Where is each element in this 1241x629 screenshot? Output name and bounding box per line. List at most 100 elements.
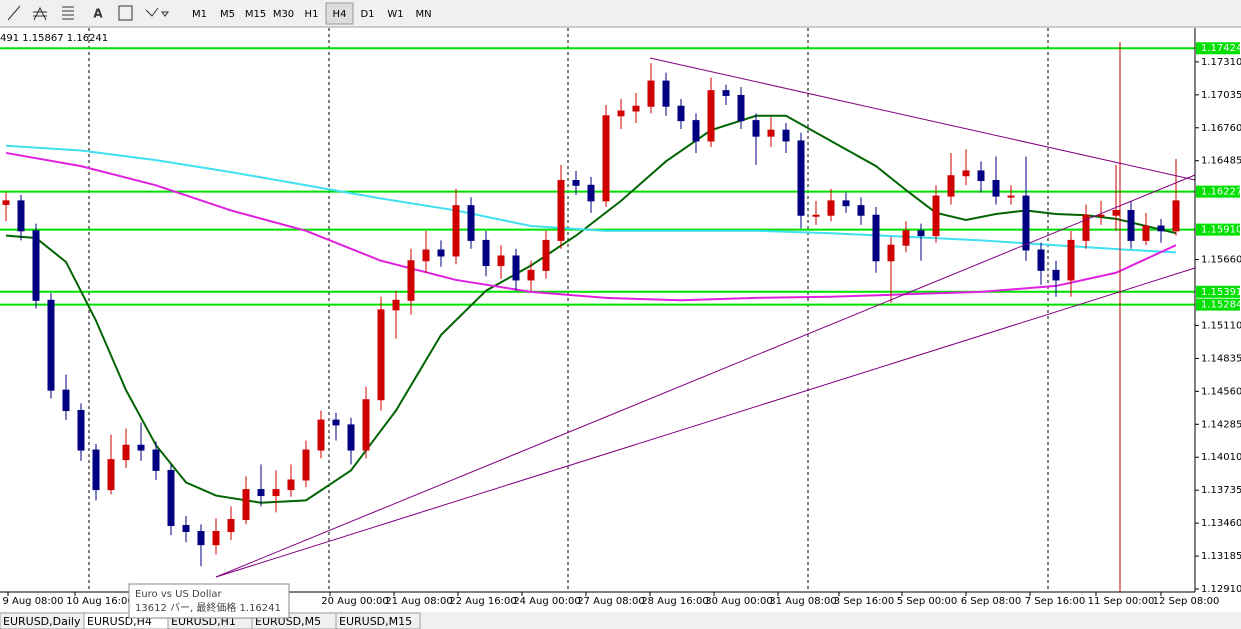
candle-body (962, 170, 970, 177)
timeframe-button[interactable]: W1 (387, 9, 403, 20)
price-label: 1.14560 (1201, 386, 1241, 397)
candle-body (782, 129, 790, 142)
candle-body (227, 519, 235, 533)
time-label: 31 Aug 08:00 (769, 596, 836, 607)
timeframe-button[interactable]: M5 (220, 9, 235, 20)
time-label: 10 Aug 16:00 (66, 596, 133, 607)
candle-body (512, 255, 520, 281)
candle-body (17, 200, 25, 232)
candle-body (617, 110, 625, 117)
candle-body (422, 249, 430, 262)
plot (0, 28, 1195, 592)
candle-body (257, 489, 265, 497)
timeframe-button[interactable]: M1 (192, 9, 207, 20)
candle-body (557, 180, 565, 241)
candle-body (287, 479, 295, 491)
toolbar (0, 0, 1241, 27)
candle-body (872, 214, 880, 262)
price-label: 1.15110 (1201, 320, 1241, 331)
price-label: 1.14010 (1201, 452, 1241, 463)
time-label: 24 Aug 00:00 (513, 596, 580, 607)
time-label: 9 Aug 08:00 (2, 596, 63, 607)
price-label: 1.13185 (1201, 551, 1241, 562)
timeframe-button[interactable]: M15 (245, 9, 266, 20)
timeframe-button[interactable]: M30 (273, 9, 294, 20)
candle-body (272, 489, 280, 497)
candle-body (707, 90, 715, 142)
candle-body (92, 449, 100, 491)
time-label: 27 Aug 08:00 (577, 596, 644, 607)
candle-body (767, 129, 775, 137)
line-tool[interactable] (7, 5, 21, 21)
candle-body (242, 489, 250, 521)
timeframe-button[interactable]: H1 (305, 9, 319, 20)
candle-body (752, 120, 760, 137)
candle-body (572, 180, 580, 186)
tab-label[interactable]: EURUSD,M15 (339, 615, 412, 628)
candle-body (1097, 214, 1105, 217)
tab[interactable] (335, 612, 421, 629)
candle-body (1082, 214, 1090, 241)
level-label: 1.15284 (1201, 300, 1241, 311)
candle-body (467, 205, 475, 241)
chart-area (0, 28, 1195, 592)
candle-body (797, 140, 805, 216)
level-label-box (1196, 298, 1240, 311)
timeframe-button[interactable]: D1 (360, 9, 374, 20)
candle-body (542, 239, 550, 271)
candle-body (992, 180, 1000, 197)
candle-body (527, 269, 535, 281)
candle-body (1022, 195, 1030, 251)
candle-body (587, 184, 595, 202)
time-label: 20 Aug 00:00 (321, 596, 388, 607)
candle-body (887, 244, 895, 262)
candle-body (947, 175, 955, 197)
candle-body (452, 205, 460, 257)
price-label: 1.13460 (1201, 518, 1241, 529)
time-label: 3 Sep 16:00 (834, 596, 894, 607)
fibo-tool[interactable] (33, 6, 47, 21)
candle-body (302, 449, 310, 481)
candle-body (47, 299, 55, 391)
time-label: 6 Sep 08:00 (961, 596, 1021, 607)
candle-body (857, 205, 865, 216)
price-label: 1.16485 (1201, 156, 1241, 167)
text-tool[interactable]: A (93, 7, 103, 21)
toolbar-icons: A (7, 5, 169, 21)
grid-tool[interactable] (62, 6, 74, 20)
price-label: 1.17310 (1201, 57, 1241, 68)
candle-body (677, 105, 685, 122)
level-label: 1.15391 (1201, 287, 1241, 298)
candle-body (1007, 195, 1015, 198)
tooltip-detail: 13612 バー, 最終価格 1.16241 (135, 601, 281, 614)
time-label: 22 Aug 16:00 (449, 596, 516, 607)
candle-body (812, 214, 820, 217)
time-label: 11 Sep 00:00 (1088, 596, 1155, 607)
level-label-box (1196, 223, 1240, 236)
candle-body (122, 444, 130, 461)
tab-label[interactable]: EURUSD,Daily (3, 615, 81, 628)
price-label: 1.15660 (1201, 255, 1241, 266)
candle-body (722, 90, 730, 96)
trendline (649, 57, 1196, 181)
arrow-tool[interactable] (145, 7, 169, 17)
timeframe-active (325, 2, 354, 25)
moving-average (5, 114, 1177, 504)
level-label: 1.16227 (1201, 187, 1241, 198)
candle-body (377, 309, 385, 401)
candle-body (392, 299, 400, 311)
candle-body (842, 200, 850, 207)
timeframe-button[interactable]: MN (415, 9, 431, 20)
candle-body (62, 389, 70, 412)
candle-body (362, 399, 370, 451)
timeframe-button[interactable]: H4 (333, 9, 347, 20)
candle-body (497, 255, 505, 267)
price-label: 1.14285 (1201, 419, 1241, 430)
price-label: 1.14835 (1201, 353, 1241, 364)
price-label: 1.17035 (1201, 90, 1241, 101)
candle-body (407, 260, 415, 301)
candle-body (1067, 239, 1075, 281)
label-tool[interactable] (118, 5, 133, 21)
candle-body (662, 80, 670, 107)
trendline (215, 174, 1196, 578)
